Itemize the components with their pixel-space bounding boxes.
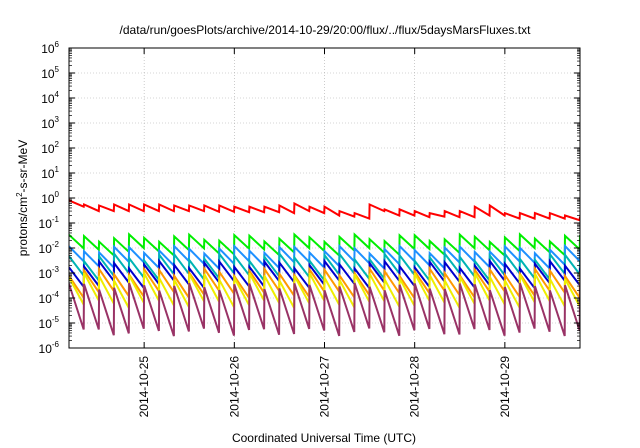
y-tick-label: 10-4: [39, 290, 60, 306]
y-tick-label: 104: [41, 90, 59, 106]
x-axis-label: Coordinated Universal Time (UTC): [232, 431, 416, 445]
y-tick-label: 103: [41, 115, 59, 131]
y-axis-ticks: 106 105 104 103 102 101 100 10-1 10-2 10-3 10-4 10-…: [39, 40, 580, 356]
series-line: [69, 232, 580, 258]
x-tick-label: 2014-10-28: [408, 356, 422, 418]
x-tick-label: 2014-10-25: [137, 356, 151, 418]
y-axis-label-sup: 2: [15, 192, 24, 197]
y-tick-label: 10-1: [39, 215, 60, 231]
x-tick-label: 2014-10-27: [318, 356, 332, 418]
y-axis-label: protons/cm2-s-sr-MeV: [15, 140, 30, 256]
chart-title: /data/run/goesPlots/archive/2014-10-29/2…: [120, 23, 532, 37]
x-axis-ticks: 2014-10-25 2014-10-26 2014-10-27 2014-10-28…: [137, 48, 512, 417]
y-tick-label: 10-6: [39, 340, 60, 356]
series-line: [69, 199, 580, 222]
y-axis-label-rest: -s-sr-MeV: [16, 140, 30, 193]
series-line: [69, 282, 580, 337]
x-tick-label: 2014-10-29: [498, 356, 512, 418]
x-tick-label: 2014-10-26: [227, 356, 241, 418]
y-tick-label: 10-5: [39, 315, 60, 331]
y-tick-label: 105: [41, 65, 59, 81]
y-tick-label: 102: [41, 140, 59, 156]
y-tick-label: 10-2: [39, 240, 60, 256]
y-tick-label: 101: [41, 165, 59, 181]
y-tick-label: 10-3: [39, 265, 60, 281]
y-tick-label: 100: [41, 190, 59, 206]
y-axis-label-base: protons/cm: [16, 197, 30, 256]
y-tick-label: 106: [41, 40, 59, 56]
series-group: [69, 199, 580, 337]
